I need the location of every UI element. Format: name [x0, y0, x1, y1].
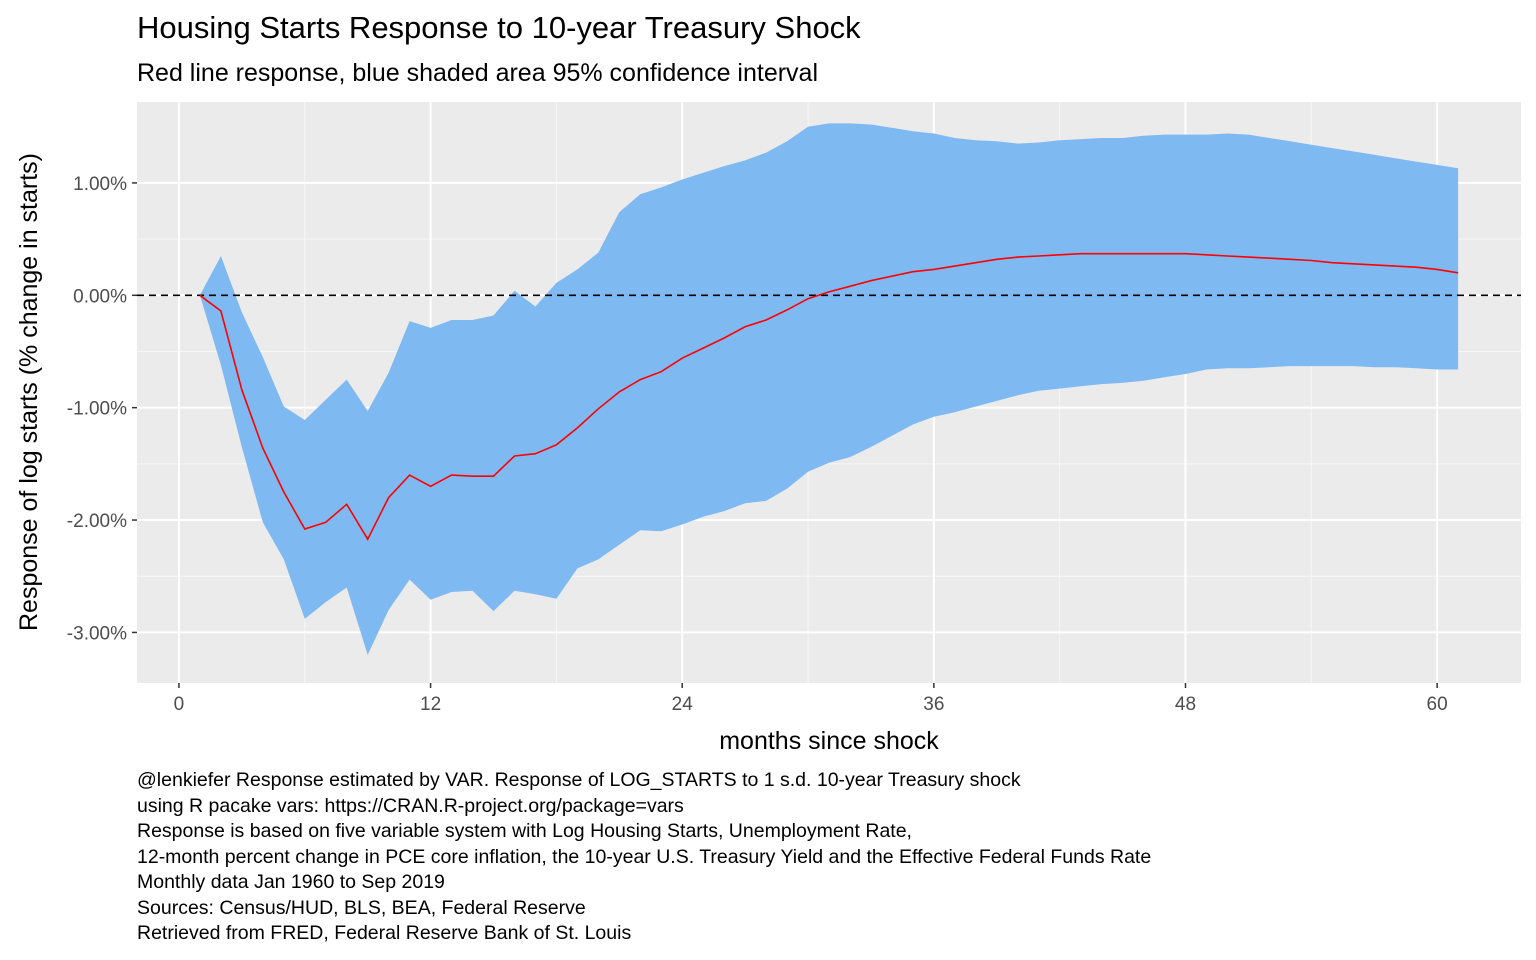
chart-title: Housing Starts Response to 10-year Treas…	[137, 10, 861, 45]
x-tick-label: 60	[1427, 694, 1448, 715]
caption-line: Retrieved from FRED, Federal Reserve Ban…	[137, 922, 632, 944]
caption-line: Monthly data Jan 1960 to Sep 2019	[137, 871, 445, 893]
caption-line: Sources: Census/HUD, BLS, BEA, Federal R…	[137, 896, 586, 919]
chart-caption: @lenkiefer Response estimated by VAR. Re…	[137, 768, 1151, 947]
x-tick-label: 24	[672, 694, 694, 715]
confidence-interval-band	[199, 123, 1459, 655]
y-axis-label: Response of log starts (% change in star…	[15, 153, 43, 631]
y-tick-label: 0.00%	[73, 286, 127, 307]
x-tick-label: 36	[923, 694, 944, 715]
x-tick-label: 0	[174, 694, 185, 715]
chart-subtitle: Red line response, blue shaded area 95% …	[137, 59, 819, 87]
y-tick-label: -2.00%	[67, 511, 127, 532]
caption-line: 12-month percent change in PCE core infl…	[137, 845, 1152, 868]
x-tick-label: 12	[420, 694, 441, 715]
x-axis-ticks: 0 12 24 36 48 60	[174, 683, 1448, 715]
y-tick-label: 1.00%	[73, 174, 127, 195]
y-axis-ticks: -3.00% -2.00% -1.00% 0.00% 1.00%	[67, 174, 137, 644]
x-axis-label: months since shock	[719, 727, 939, 755]
caption-line: Response is based on five variable syste…	[137, 820, 912, 842]
y-tick-label: -3.00%	[67, 623, 127, 644]
y-tick-label: -1.00%	[67, 399, 127, 420]
x-tick-label: 48	[1175, 694, 1196, 715]
response-line	[199, 252, 1459, 541]
caption-line: @lenkiefer Response estimated by VAR. Re…	[137, 769, 1021, 791]
caption-line: using R pacake vars: https://CRAN.R-proj…	[137, 794, 684, 817]
